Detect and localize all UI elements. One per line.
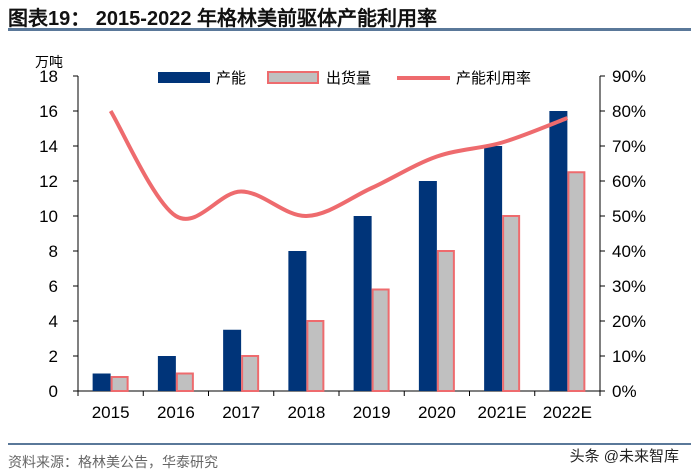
right-tick-label: 10% bbox=[612, 347, 646, 366]
x-tick-label: 2016 bbox=[157, 403, 195, 422]
capacity-bar bbox=[92, 373, 111, 391]
right-tick-label: 30% bbox=[612, 277, 646, 296]
capacity-bar bbox=[353, 216, 372, 391]
left-axis-unit: 万吨 bbox=[35, 54, 63, 70]
utilization-line bbox=[108, 109, 569, 221]
left-tick-label: 16 bbox=[39, 102, 58, 121]
shipment-bar bbox=[110, 376, 129, 392]
source-note: 资料来源：格林美公告，华泰研究 bbox=[8, 454, 218, 470]
footer-divider bbox=[8, 443, 691, 445]
capacity-bar bbox=[418, 181, 437, 391]
title-divider bbox=[8, 28, 691, 31]
watermark: 头条 @未来智库 bbox=[569, 448, 679, 465]
right-tick-label: 40% bbox=[612, 242, 646, 261]
x-tick-label: 2022E bbox=[543, 403, 592, 422]
left-tick-label: 8 bbox=[49, 242, 58, 261]
left-tick-label: 2 bbox=[49, 347, 58, 366]
x-tick-label: 2020 bbox=[418, 403, 456, 422]
shipment-bar bbox=[567, 171, 586, 392]
left-tick-label: 0 bbox=[49, 382, 58, 401]
x-tick-label: 2015 bbox=[92, 403, 130, 422]
legend-capacity-label: 产能 bbox=[216, 70, 246, 87]
capacity-bar bbox=[549, 111, 568, 391]
legend-shipment-swatch bbox=[267, 71, 319, 84]
shipment-bar bbox=[306, 320, 325, 392]
right-tick-label: 60% bbox=[612, 172, 646, 191]
x-tick-label: 2018 bbox=[287, 403, 325, 422]
shipment-bar bbox=[436, 250, 455, 392]
shipment-bar bbox=[175, 372, 194, 392]
shipment-bar bbox=[502, 215, 521, 392]
left-tick-label: 12 bbox=[39, 172, 58, 191]
right-tick-label: 70% bbox=[612, 137, 646, 156]
chart: 万吨 0 2 4 6 8 10 12 14 16 18 0% 10% 20% 30% 40% 50% 60% 70%… bbox=[35, 54, 646, 422]
x-tick-label: 2019 bbox=[353, 403, 391, 422]
capacity-bar bbox=[157, 356, 176, 391]
right-tick-label: 0% bbox=[612, 382, 637, 401]
legend-utilization-label: 产能利用率 bbox=[456, 70, 531, 87]
right-tick-label: 90% bbox=[612, 67, 646, 86]
shipment-bar bbox=[241, 355, 260, 392]
left-tick-label: 4 bbox=[49, 312, 58, 331]
shipment-bar bbox=[371, 288, 390, 392]
legend-capacity-swatch bbox=[158, 72, 210, 83]
figure-title: 图表19： 2015-2022 年格林美前驱体产能利用率 bbox=[8, 8, 438, 30]
capacity-bar bbox=[223, 329, 242, 391]
right-tick-label: 80% bbox=[612, 102, 646, 121]
right-tick-label: 20% bbox=[612, 312, 646, 331]
x-tick-label: 2021E bbox=[478, 403, 527, 422]
capacity-bar bbox=[288, 251, 307, 391]
legend-shipment-label: 出货量 bbox=[326, 70, 371, 87]
capacity-bar bbox=[484, 146, 503, 391]
left-tick-label: 10 bbox=[39, 207, 58, 226]
right-tick-label: 50% bbox=[612, 207, 646, 226]
x-tick-label: 2017 bbox=[222, 403, 260, 422]
left-tick-label: 6 bbox=[49, 277, 58, 296]
left-tick-label: 18 bbox=[39, 67, 58, 86]
left-tick-label: 14 bbox=[39, 137, 58, 156]
